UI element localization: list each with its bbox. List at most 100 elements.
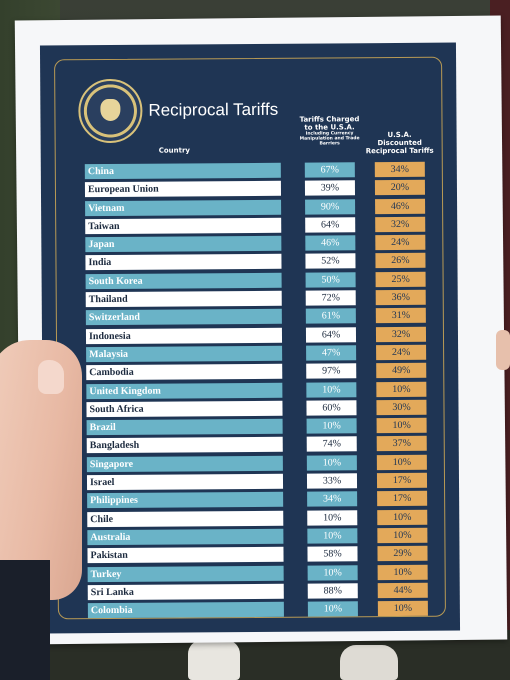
discounted-tariff-cell: 36% — [375, 289, 426, 306]
table-row: Taiwan 64% 32% — [85, 216, 426, 237]
tariff-charged-cell: 50% — [305, 272, 356, 288]
country-name-cell: Malaysia — [86, 345, 283, 363]
table-row: South Korea 50% 25% — [85, 271, 426, 292]
tariff-charged-cell: 58% — [307, 546, 358, 562]
discounted-tariff-cell: 10% — [376, 417, 427, 434]
discounted-tariff-cell: 44% — [377, 582, 428, 598]
table-row: Malaysia 47% 24% — [86, 344, 427, 365]
table-row: Switzerland 61% 31% — [85, 307, 426, 328]
tariff-charged-cell: 60% — [306, 400, 357, 416]
discounted-tariff-cell: 17% — [377, 491, 428, 507]
country-name-cell: European Union — [84, 181, 282, 198]
table-row: Japan 46% 24% — [85, 234, 426, 255]
discounted-tariff-cell: 30% — [376, 399, 427, 415]
tariff-charged-cell: 46% — [305, 235, 356, 251]
country-name-cell: Taiwan — [85, 217, 282, 235]
discounted-tariff-cell: 49% — [376, 363, 427, 379]
table-row: Singapore 10% 10% — [86, 454, 427, 475]
table-row: Indonesia 64% 32% — [85, 325, 427, 346]
country-name-cell: Singapore — [86, 455, 283, 472]
page-title: Reciprocal Tariffs — [148, 99, 279, 120]
country-name-cell: Philippines — [87, 492, 284, 509]
country-name-cell: Vietnam — [85, 199, 282, 216]
country-name-cell: South Korea — [85, 272, 282, 289]
table-row: Chile 10% 10% — [87, 508, 428, 529]
table-row: United Kingdom 10% 10% — [86, 380, 427, 401]
table-row: Sri Lanka 88% 44% — [87, 582, 428, 603]
country-name-cell: Bangladesh — [86, 437, 283, 454]
country-name-cell: Australia — [87, 528, 284, 546]
discounted-tariff-cell: 24% — [376, 344, 427, 361]
tariff-charged-cell: 47% — [306, 345, 357, 361]
tariff-charged-cell: 34% — [307, 491, 358, 507]
tariff-charged-cell: 10% — [307, 601, 358, 617]
tariff-charged-cell: 61% — [305, 308, 356, 324]
discounted-tariff-cell: 32% — [375, 216, 426, 233]
discounted-tariff-cell: 25% — [375, 271, 426, 287]
shoe — [340, 645, 398, 680]
table-row: Philippines 34% 17% — [87, 490, 428, 511]
discounted-tariff-cell: 29% — [377, 546, 428, 562]
table-row: European Union 39% 20% — [84, 179, 426, 200]
tariff-charged-cell: 10% — [306, 418, 357, 434]
tariff-charged-cell: 39% — [304, 180, 356, 196]
table-row: Colombia 10% 10% — [87, 600, 428, 621]
discounted-tariff-cell: 10% — [376, 381, 427, 397]
country-name-cell: Chile — [87, 510, 284, 527]
country-name-cell: Switzerland — [85, 309, 282, 326]
country-name-cell: Indonesia — [85, 327, 283, 344]
country-name-cell: Colombia — [87, 601, 284, 619]
table-row: Cambodia 97% 49% — [86, 362, 427, 383]
charged-header-text: Tariffs Charged to the U.S.A. — [299, 115, 360, 132]
tariff-charged-cell: 97% — [306, 363, 357, 379]
tariff-charged-cell: 10% — [307, 528, 358, 544]
tariff-charged-cell: 67% — [304, 162, 355, 178]
shoe — [188, 640, 240, 680]
discounted-tariff-cell: 32% — [375, 326, 427, 342]
country-name-cell: Japan — [85, 235, 282, 253]
tariff-charged-cell: 90% — [305, 198, 356, 215]
tariff-table: China 67% 34% European Union 39% 20% Vietnam 90… — [84, 161, 428, 621]
tariff-charged-cell: 10% — [307, 509, 358, 526]
tariff-charged-cell: 52% — [305, 253, 356, 270]
country-name-cell: Sri Lanka — [87, 583, 284, 600]
country-name-cell: Israel — [86, 473, 284, 491]
country-column-header: Country — [158, 146, 190, 155]
discounted-tariff-cell: 10% — [377, 509, 428, 525]
country-name-cell: Cambodia — [86, 364, 283, 381]
discounted-tariff-cell: 17% — [376, 472, 428, 489]
tariff-charged-cell: 64% — [305, 217, 356, 233]
tariff-charged-cell: 72% — [305, 290, 356, 306]
presidential-seal-icon — [78, 78, 143, 144]
discounted-column-header: U.S.A. Discounted Reciprocal Tariffs — [365, 130, 434, 156]
hand-thumb — [0, 340, 82, 600]
tariff-chart-card: Reciprocal Tariffs Country Tariffs Charg… — [39, 42, 461, 634]
table-row: Australia 10% 10% — [87, 527, 428, 548]
discounted-tariff-cell: 37% — [376, 436, 427, 452]
hand-finger — [496, 330, 510, 370]
discounted-tariff-cell: 31% — [375, 308, 426, 324]
discounted-tariff-cell: 20% — [374, 180, 426, 196]
discounted-tariff-cell: 46% — [375, 198, 426, 214]
table-row: India 52% 26% — [85, 252, 426, 273]
tariff-charged-cell: 10% — [307, 564, 358, 581]
table-row: Pakistan 58% 29% — [87, 545, 428, 566]
tariff-charged-cell: 33% — [306, 473, 358, 489]
table-row: China 67% 34% — [84, 161, 425, 182]
discounted-tariff-cell: 10% — [377, 527, 428, 544]
country-name-cell: United Kingdom — [86, 382, 283, 399]
country-name-cell: Brazil — [86, 418, 283, 436]
thumbnail — [38, 360, 64, 394]
discounted-tariff-cell: 10% — [376, 454, 427, 470]
discounted-tariff-cell: 10% — [377, 564, 428, 580]
discounted-tariff-cell: 24% — [375, 234, 426, 251]
discounted-tariff-cell: 26% — [375, 253, 426, 269]
table-row: Brazil 10% 10% — [86, 417, 427, 438]
table-row: Thailand 72% 36% — [85, 289, 426, 310]
tariff-charged-cell: 88% — [307, 583, 358, 599]
country-name-cell: Turkey — [87, 565, 284, 582]
tariff-charged-cell: 64% — [305, 326, 357, 343]
country-name-cell: India — [85, 254, 282, 271]
country-name-cell: Thailand — [85, 290, 282, 308]
